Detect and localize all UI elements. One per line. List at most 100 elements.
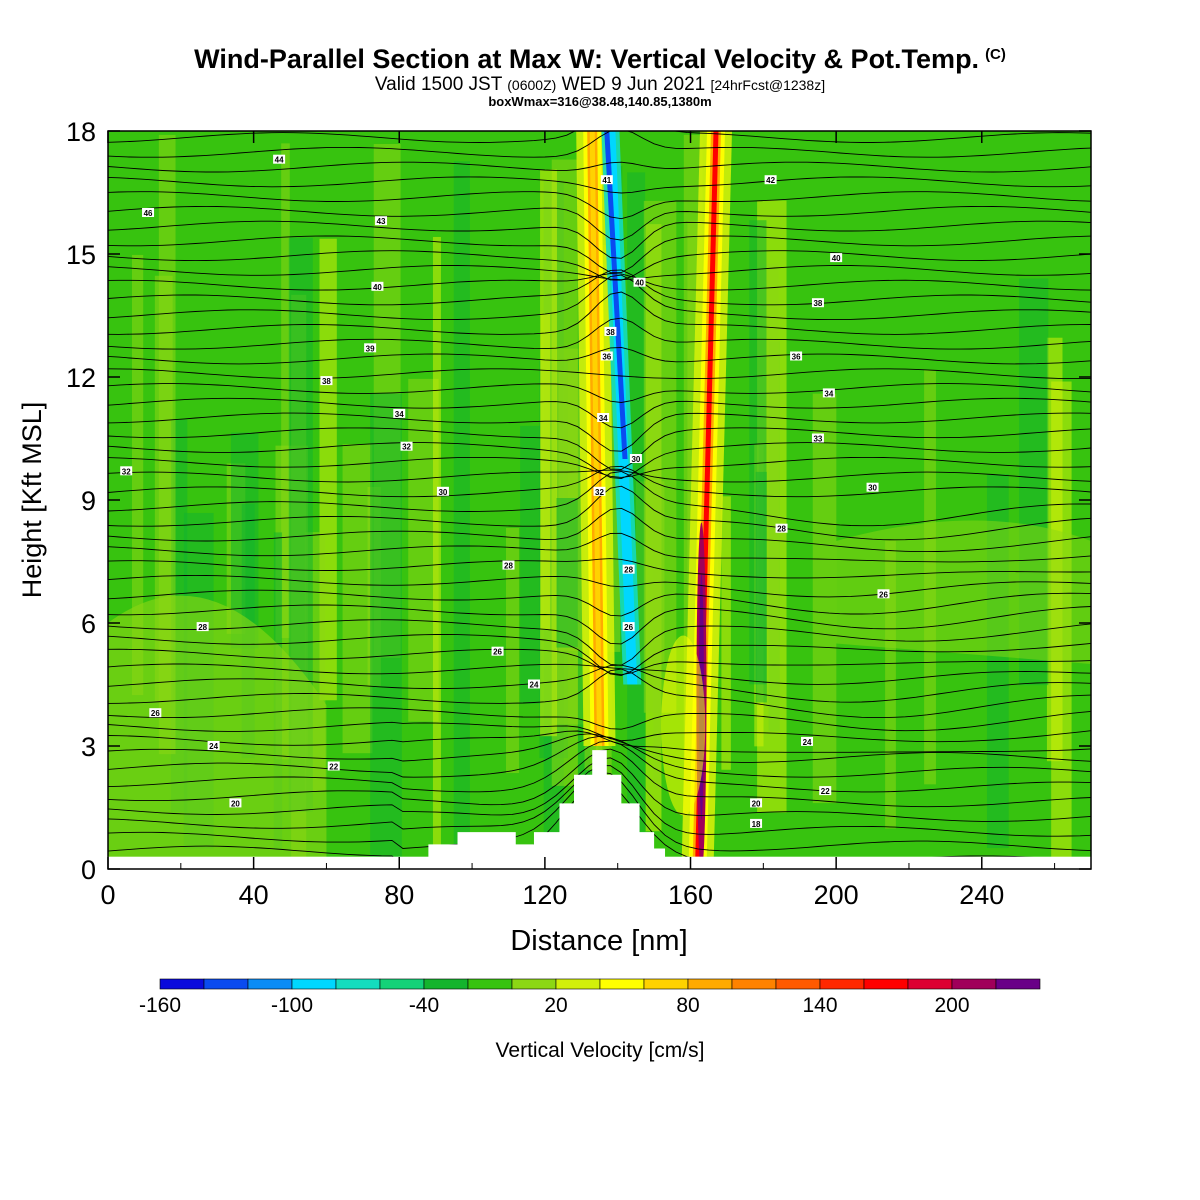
contour-label: 38 (606, 328, 615, 337)
contour-label: 20 (231, 799, 240, 808)
terrain-mask (108, 750, 1091, 869)
isentrope-line (108, 485, 1091, 541)
contour-label-box (622, 564, 635, 574)
isentrope-line (108, 456, 1091, 478)
velocity-streak (131, 254, 144, 696)
velocity-region (836, 520, 1091, 664)
y-axis-label: Height [Kft MSL] (17, 402, 47, 599)
contour-label-box (320, 376, 333, 386)
velocity-streak (432, 236, 441, 855)
colorbar-swatch (379, 978, 425, 990)
contour-label: 30 (438, 488, 447, 497)
colorbar-swatch (599, 978, 645, 990)
contour-label-box (502, 560, 515, 570)
colorbar-swatch (291, 978, 337, 990)
contour-label-box (120, 466, 133, 476)
isentrope-line (108, 558, 1091, 579)
contour-label-box (877, 589, 890, 599)
updraft-glow (661, 635, 706, 816)
contour-label-box (196, 622, 209, 632)
isentrope-line (108, 220, 1091, 259)
isentrope-line (108, 589, 1091, 617)
valid-time-line: Valid 1500 JST (0600Z) WED 9 Jun 2021 [2… (0, 74, 1200, 96)
velocity-streak (885, 540, 896, 829)
contour-label-box (866, 482, 879, 492)
contour-label-box (600, 351, 613, 361)
y-tick-label: 18 (66, 117, 96, 147)
contour-label-box (801, 736, 814, 746)
contour-label: 28 (777, 525, 786, 534)
y-tick-label: 0 (81, 855, 96, 885)
colorbar-swatch (775, 978, 821, 990)
contour-label-box (633, 277, 646, 287)
x-axis-ticks: 0 40 80 120 160 200 240 (100, 131, 1056, 910)
colorbar-swatch (247, 978, 293, 990)
colorbar-tick-label: -40 (409, 994, 439, 1017)
contour-label-box (149, 708, 162, 718)
isentrope-line (108, 507, 1091, 553)
velocity-streak (755, 471, 767, 703)
isentrope-line (108, 730, 1091, 753)
contour-label: 32 (122, 467, 131, 476)
y-tick-label: 6 (81, 609, 96, 639)
x-axis-label: Distance [nm] (510, 925, 687, 957)
isentrope-line (108, 634, 1091, 676)
contour-label: 36 (602, 353, 611, 362)
contour-label-box (491, 646, 504, 656)
contour-label-box (811, 433, 824, 443)
contour-label: 18 (752, 820, 761, 829)
isentrope-line (108, 721, 1091, 743)
colorbar-swatch (863, 978, 909, 990)
x-tick-label: 160 (668, 880, 713, 910)
colorbar-tick-label: -160 (139, 994, 181, 1017)
contour-label-box (600, 175, 613, 185)
contour-label-box (436, 486, 449, 496)
contour-label-box (629, 454, 642, 463)
colorbar-tick-labels: -160 -100 -40 20 80 140 200 (139, 994, 970, 1017)
contour-label: 40 (635, 279, 644, 288)
contour-label: 44 (275, 156, 284, 165)
isentrope-line (108, 205, 1091, 241)
contour-label-box (273, 154, 286, 164)
x-tick-label: 40 (239, 880, 269, 910)
isentrope-line (108, 291, 1091, 335)
contour-label-box (622, 622, 635, 632)
contour-label: 26 (493, 648, 502, 657)
isentrope-line (108, 82, 1091, 128)
contour-label: 39 (366, 344, 375, 353)
contour-label-box (371, 281, 384, 291)
valid-utc: (0600Z) (507, 77, 557, 93)
contour-label-box (393, 408, 406, 418)
isentrope-line (108, 235, 1091, 274)
chart-title: Wind-Parallel Section at Max W: Vertical… (0, 44, 1200, 75)
plot-area: 44 46 43 40 39 38 34 32 32 30 28 28 26 24 26 24 22 20 41 40… (108, 75, 1091, 869)
isentrope-line (108, 604, 1091, 645)
velocity-streak (540, 313, 550, 630)
y-tick-label: 15 (66, 240, 96, 270)
contour-label-box (822, 388, 835, 398)
box-info: boxWmax=316@38.48,140.85,1380m (488, 94, 712, 109)
contour-label-box (830, 253, 843, 263)
velocity-streak (506, 527, 519, 774)
isentrope-line (108, 383, 1091, 403)
isentrope-line (108, 532, 1091, 563)
isentrope-line (108, 274, 1091, 321)
y-tick-label: 9 (81, 486, 96, 516)
isentrope-line (108, 469, 1091, 483)
isentrope-line (108, 131, 1091, 158)
chart-title-text: Wind-Parallel Section at Max W: Vertical… (194, 44, 980, 74)
contour-label-box (790, 351, 803, 361)
isentrope-line (108, 75, 1091, 113)
contour-label: 34 (395, 410, 404, 419)
contour-label-box (750, 798, 763, 808)
velocity-streak (721, 496, 731, 770)
contour-label: 24 (803, 738, 812, 747)
contour-label: 30 (631, 455, 640, 464)
contour-label-box (142, 208, 155, 217)
contour-label-box (750, 818, 763, 828)
valid-date: WED 9 Jun 2021 (561, 74, 706, 95)
contour-label: 38 (322, 377, 331, 386)
contour-label: 40 (373, 283, 382, 292)
forecast-info: [24hrFcst@1238z] (710, 77, 826, 93)
